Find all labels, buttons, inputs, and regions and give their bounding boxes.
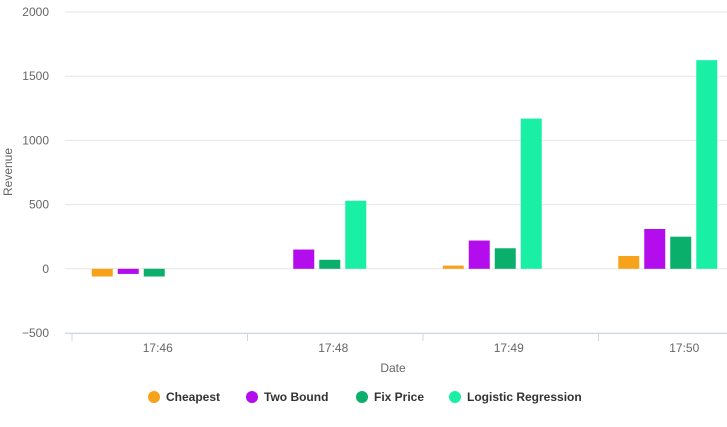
legend-label: Logistic Regression <box>467 390 582 404</box>
bar-fix-price-1746[interactable] <box>143 268 165 277</box>
legend-marker <box>449 391 461 403</box>
bar-cheapest-1746[interactable] <box>91 268 113 277</box>
bar-fix-price-1749[interactable] <box>494 248 516 269</box>
x-tick-label: 17:49 <box>494 341 524 355</box>
legend-label: Fix Price <box>374 390 424 404</box>
y-axis-title: Revenue <box>1 148 15 196</box>
bars <box>91 60 718 277</box>
legend-item-cheapest[interactable]: Cheapest <box>148 390 220 404</box>
bar-cheapest-1749[interactable] <box>442 265 464 269</box>
y-tick-label: −500 <box>22 326 49 340</box>
legend-item-fix-price[interactable]: Fix Price <box>356 390 424 404</box>
legend-label: Cheapest <box>166 390 220 404</box>
x-tick-label: 17:50 <box>669 341 699 355</box>
y-tick-label: 1000 <box>22 133 49 147</box>
legend[interactable]: Cheapest Two Bound Fix Price Logistic Regre… <box>148 390 582 404</box>
bar-two-bound-1748[interactable] <box>293 249 315 269</box>
bar-fix-price-1750[interactable] <box>670 236 692 269</box>
bar-logistic-regression-1750[interactable] <box>696 60 718 269</box>
legend-label: Two Bound <box>264 390 328 404</box>
bar-cheapest-1750[interactable] <box>618 255 640 269</box>
x-axis: 17:46 17:48 17:49 17:50 <box>65 333 727 355</box>
x-axis-title: Date <box>380 361 406 375</box>
y-tick-label: 2000 <box>22 5 49 19</box>
bar-logistic-regression-1748[interactable] <box>345 200 367 269</box>
legend-marker <box>148 391 160 403</box>
bar-two-bound-1750[interactable] <box>644 228 666 269</box>
bar-logistic-regression-1749[interactable] <box>520 118 542 269</box>
x-tick-label: 17:48 <box>318 341 348 355</box>
legend-marker <box>246 391 258 403</box>
bar-two-bound-1746[interactable] <box>117 268 139 274</box>
bar-two-bound-1749[interactable] <box>468 240 490 269</box>
y-axis-ticks: 2000 1500 1000 500 0 −500 <box>22 5 49 340</box>
y-tick-label: 1500 <box>22 69 49 83</box>
y-tick-label: 500 <box>29 198 49 212</box>
bar-fix-price-1748[interactable] <box>319 259 341 269</box>
legend-item-logistic-regression[interactable]: Logistic Regression <box>449 390 582 404</box>
y-tick-label: 0 <box>42 262 49 276</box>
legend-marker <box>356 391 368 403</box>
grid-lines <box>65 11 727 334</box>
x-tick-label: 17:46 <box>143 341 173 355</box>
legend-item-two-bound[interactable]: Two Bound <box>246 390 328 404</box>
